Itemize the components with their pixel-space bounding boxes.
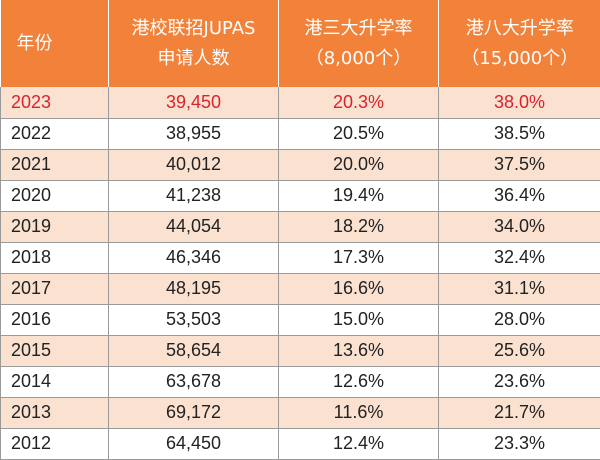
year-cell: 2021 <box>0 149 109 181</box>
applicants-header-line1: 港校联招JUPAS <box>131 17 256 39</box>
top8-rate-cell: 31.1% <box>438 273 600 305</box>
table-row: 2019 44,054 18.2% 34.0% <box>0 211 600 243</box>
applicants-cell: 46,346 <box>108 242 279 274</box>
applicants-column-header: 港校联招JUPAS 申请人数 <box>108 0 279 87</box>
year-header-label: 年份 <box>16 32 53 54</box>
table-row: 2023 39,450 20.3% 38.0% <box>0 87 600 119</box>
year-cell: 2022 <box>0 118 109 150</box>
top8-rate-cell: 25.6% <box>438 335 600 367</box>
applicants-cell: 39,450 <box>108 87 279 119</box>
table-header-row: 年份 港校联招JUPAS 申请人数 港三大升学率 （8,000个） 港八大升学率… <box>0 0 600 87</box>
applicants-cell: 40,012 <box>108 149 279 181</box>
top8-header-line1: 港八大升学率 <box>465 17 574 39</box>
top8-rate-cell: 23.6% <box>438 366 600 398</box>
top3-rate-cell: 12.6% <box>278 366 439 398</box>
top8-rate-cell: 38.0% <box>438 87 600 119</box>
top8-header-line2: （15,000个） <box>461 47 579 69</box>
top3-rate-cell: 20.5% <box>278 118 439 150</box>
applicants-cell: 38,955 <box>108 118 279 150</box>
top8-rate-cell: 21.7% <box>438 397 600 429</box>
top8-rate-cell: 23.3% <box>438 428 600 460</box>
year-cell: 2016 <box>0 304 109 336</box>
top3-rate-cell: 16.6% <box>278 273 439 305</box>
table-row: 2017 48,195 16.6% 31.1% <box>0 273 600 305</box>
top8-rate-cell: 38.5% <box>438 118 600 150</box>
top3-rate-cell: 12.4% <box>278 428 439 460</box>
table-row: 2013 69,172 11.6% 21.7% <box>0 397 600 429</box>
year-column-header: 年份 <box>0 0 109 87</box>
top3-rate-cell: 13.6% <box>278 335 439 367</box>
top8-rate-cell: 32.4% <box>438 242 600 274</box>
applicants-cell: 64,450 <box>108 428 279 460</box>
top3-rate-cell: 15.0% <box>278 304 439 336</box>
table-row: 2015 58,654 13.6% 25.6% <box>0 335 600 367</box>
year-cell: 2014 <box>0 366 109 398</box>
top8-rate-column-header: 港八大升学率 （15,000个） <box>438 0 600 87</box>
year-cell: 2019 <box>0 211 109 243</box>
top3-rate-cell: 18.2% <box>278 211 439 243</box>
top8-rate-cell: 28.0% <box>438 304 600 336</box>
year-cell: 2018 <box>0 242 109 274</box>
applicants-cell: 48,195 <box>108 273 279 305</box>
table-row: 2018 46,346 17.3% 32.4% <box>0 242 600 274</box>
applicants-cell: 69,172 <box>108 397 279 429</box>
year-cell: 2012 <box>0 428 109 460</box>
year-cell: 2013 <box>0 397 109 429</box>
top8-rate-cell: 34.0% <box>438 211 600 243</box>
top3-rate-cell: 17.3% <box>278 242 439 274</box>
applicants-header-line2: 申请人数 <box>157 47 230 69</box>
top3-rate-column-header: 港三大升学率 （8,000个） <box>278 0 439 87</box>
top3-rate-cell: 20.3% <box>278 87 439 119</box>
year-cell: 2020 <box>0 180 109 212</box>
top3-header-line2: （8,000个） <box>305 47 412 69</box>
applicants-cell: 63,678 <box>108 366 279 398</box>
top8-rate-cell: 37.5% <box>438 149 600 181</box>
table-row: 2016 53,503 15.0% 28.0% <box>0 304 600 336</box>
year-cell: 2017 <box>0 273 109 305</box>
year-cell: 2023 <box>0 87 109 119</box>
top3-rate-cell: 19.4% <box>278 180 439 212</box>
table-row: 2012 64,450 12.4% 23.3% <box>0 428 600 460</box>
table-row: 2022 38,955 20.5% 38.5% <box>0 118 600 150</box>
top8-rate-cell: 36.4% <box>438 180 600 212</box>
applicants-cell: 44,054 <box>108 211 279 243</box>
top3-rate-cell: 11.6% <box>278 397 439 429</box>
applicants-cell: 53,503 <box>108 304 279 336</box>
top3-header-line1: 港三大升学率 <box>304 17 413 39</box>
applicants-cell: 58,654 <box>108 335 279 367</box>
applicants-cell: 41,238 <box>108 180 279 212</box>
table-row: 2020 41,238 19.4% 36.4% <box>0 180 600 212</box>
table-row: 2014 63,678 12.6% 23.6% <box>0 366 600 398</box>
year-cell: 2015 <box>0 335 109 367</box>
table-row: 2021 40,012 20.0% 37.5% <box>0 149 600 181</box>
top3-rate-cell: 20.0% <box>278 149 439 181</box>
